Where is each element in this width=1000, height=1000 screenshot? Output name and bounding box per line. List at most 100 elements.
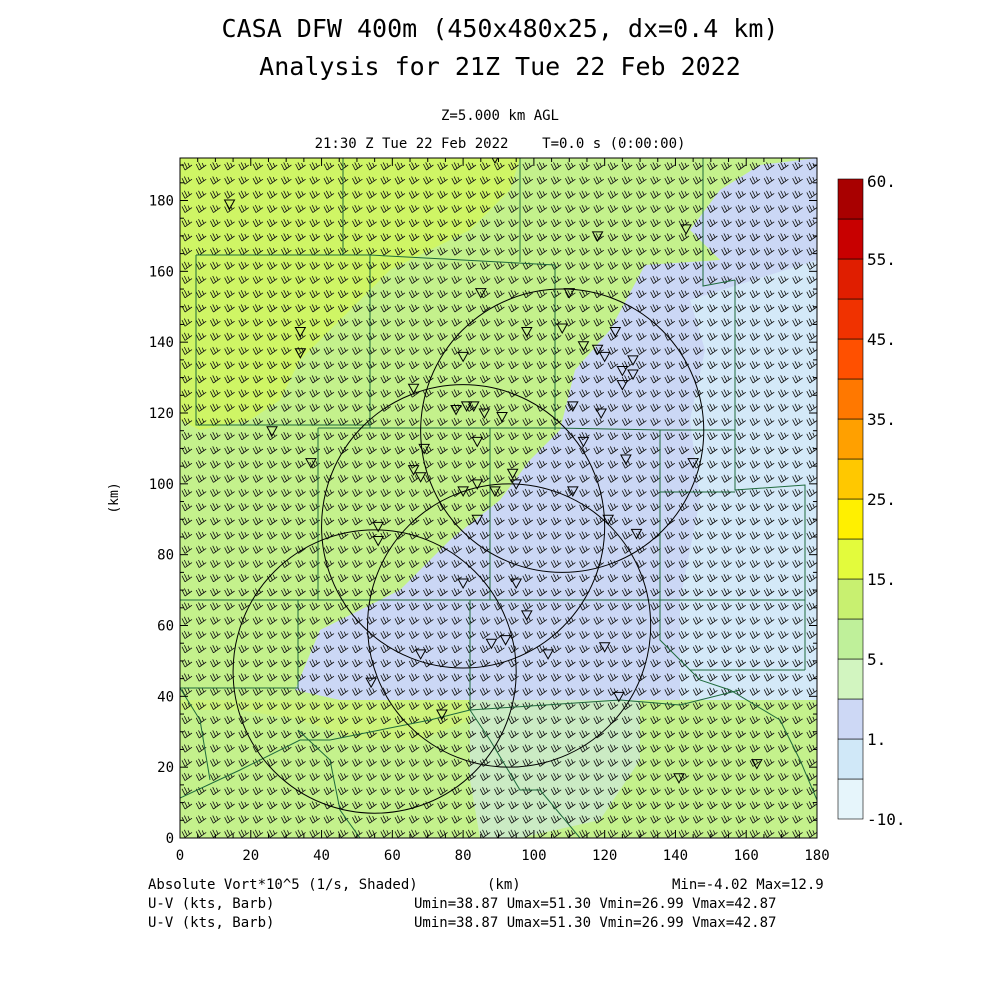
- y-tick-label: 100: [149, 477, 174, 493]
- station-marker: [478, 408, 491, 420]
- station-marker: [457, 486, 469, 497]
- county-line: [318, 427, 735, 431]
- station-marker: [418, 443, 431, 455]
- x-tick-label: 180: [804, 848, 829, 864]
- radar-range-ring: [321, 384, 606, 669]
- county-boundaries: [180, 158, 817, 838]
- station-marker: [750, 759, 763, 770]
- x-tick-label: 60: [384, 848, 401, 864]
- colorbar-segment: [837, 498, 864, 540]
- wind-barbs: [181, 162, 817, 838]
- colorbar-segment: [837, 218, 864, 260]
- station-marker: [510, 578, 523, 590]
- county-line: [297, 729, 361, 838]
- y-tick-label: 60: [157, 619, 174, 635]
- station-marker: [460, 401, 473, 412]
- colorbar-label: 35.: [867, 410, 896, 429]
- colorbar-segment: [837, 538, 864, 580]
- station-marker: [510, 479, 523, 490]
- colorbar-segment: [837, 778, 864, 820]
- colorbar-segment: [837, 698, 864, 740]
- station-marker: [609, 327, 622, 338]
- y-tick-label: 160: [149, 264, 174, 280]
- wind-barb-label-2: U-V (kts, Barb): [148, 915, 275, 931]
- x-tick-label: 120: [592, 848, 617, 864]
- station-marker: [630, 528, 643, 540]
- station-marker: [627, 355, 639, 366]
- station-marker: [407, 465, 420, 476]
- station-marker: [598, 351, 611, 363]
- station-marker: [485, 638, 498, 650]
- colorbar-label: 55.: [867, 250, 896, 269]
- station-marker: [407, 383, 420, 395]
- station-marker: [365, 677, 377, 689]
- x-axis-unit-label: (km): [487, 877, 521, 893]
- station-marker: [542, 649, 554, 660]
- station-marker: [620, 454, 632, 466]
- county-line: [659, 600, 817, 801]
- station-marker: [457, 351, 469, 363]
- wind-barb-field: [181, 162, 817, 838]
- station-marker: [450, 404, 462, 416]
- station-marker: [520, 327, 533, 338]
- station-marker: [612, 691, 625, 703]
- chart-subtitle: Analysis for 21Z Tue 22 Feb 2022: [259, 52, 741, 81]
- y-tick-label: 180: [149, 194, 174, 210]
- wind-stats-2: Umin=38.87 Umax=51.30 Vmin=26.99 Vmax=42…: [414, 915, 777, 931]
- y-tick-label: 120: [149, 406, 174, 422]
- min-max-label: Min=-4.02 Max=12.9: [672, 877, 824, 893]
- station-marker: [591, 344, 604, 356]
- wind-stats-1: Umin=38.87 Umax=51.30 Vmin=26.99 Vmax=42…: [414, 896, 777, 912]
- colorbar-segment: [837, 418, 864, 460]
- county-line: [180, 687, 211, 781]
- colorbar-segment: [837, 458, 864, 500]
- station-marker: [266, 426, 278, 437]
- station-marker: [436, 709, 448, 721]
- station-marker: [474, 288, 487, 299]
- colorbar-label: 5.: [867, 650, 886, 669]
- radar-range-rings: [232, 288, 705, 814]
- colorbar-segment: [837, 378, 864, 420]
- county-line: [469, 689, 741, 711]
- station-marker: [223, 199, 236, 211]
- station-marker: [577, 436, 590, 448]
- station-marker: [471, 479, 484, 490]
- colorbar-segment: [837, 618, 864, 660]
- x-tick-label: 160: [734, 848, 759, 864]
- station-marker: [305, 458, 317, 469]
- station-marker: [598, 642, 611, 653]
- field-region-yellow-green-northwest: [180, 158, 520, 430]
- station-marker: [520, 610, 533, 621]
- station-marker: [566, 486, 579, 497]
- station-marker: [595, 408, 607, 420]
- time-label: 21:30 Z Tue 22 Feb 2022 T=0.0 s (0:00:00…: [314, 136, 686, 152]
- wind-barb-label-1: U-V (kts, Barb): [148, 896, 275, 912]
- station-marker: [499, 635, 512, 646]
- colorbar-segment: [837, 738, 864, 780]
- y-tick-label: 20: [157, 760, 174, 776]
- station-markers: [223, 158, 763, 784]
- station-marker: [457, 578, 469, 590]
- x-tick-label: 0: [176, 848, 184, 864]
- station-marker: [687, 458, 699, 469]
- station-marker: [414, 649, 427, 660]
- county-line: [702, 158, 736, 287]
- station-marker: [489, 486, 501, 497]
- colorbar-label: 25.: [867, 490, 896, 509]
- station-marker: [616, 380, 629, 391]
- station-marker: [616, 366, 629, 377]
- field-name-label: Absolute Vort*10^5 (1/s, Shaded): [148, 877, 418, 893]
- y-tick-label: 80: [157, 548, 174, 564]
- radar-range-ring: [420, 288, 705, 573]
- station-marker: [294, 327, 307, 338]
- colorbar-label: 60.: [867, 172, 896, 191]
- colorbar-segment: [837, 338, 864, 380]
- colorbar-segment: [837, 258, 864, 300]
- station-marker: [556, 323, 569, 335]
- station-marker: [591, 231, 604, 242]
- station-marker: [294, 348, 307, 359]
- station-marker: [673, 773, 685, 784]
- station-marker: [414, 472, 427, 483]
- station-marker: [627, 369, 639, 381]
- x-tick-label: 80: [455, 848, 472, 864]
